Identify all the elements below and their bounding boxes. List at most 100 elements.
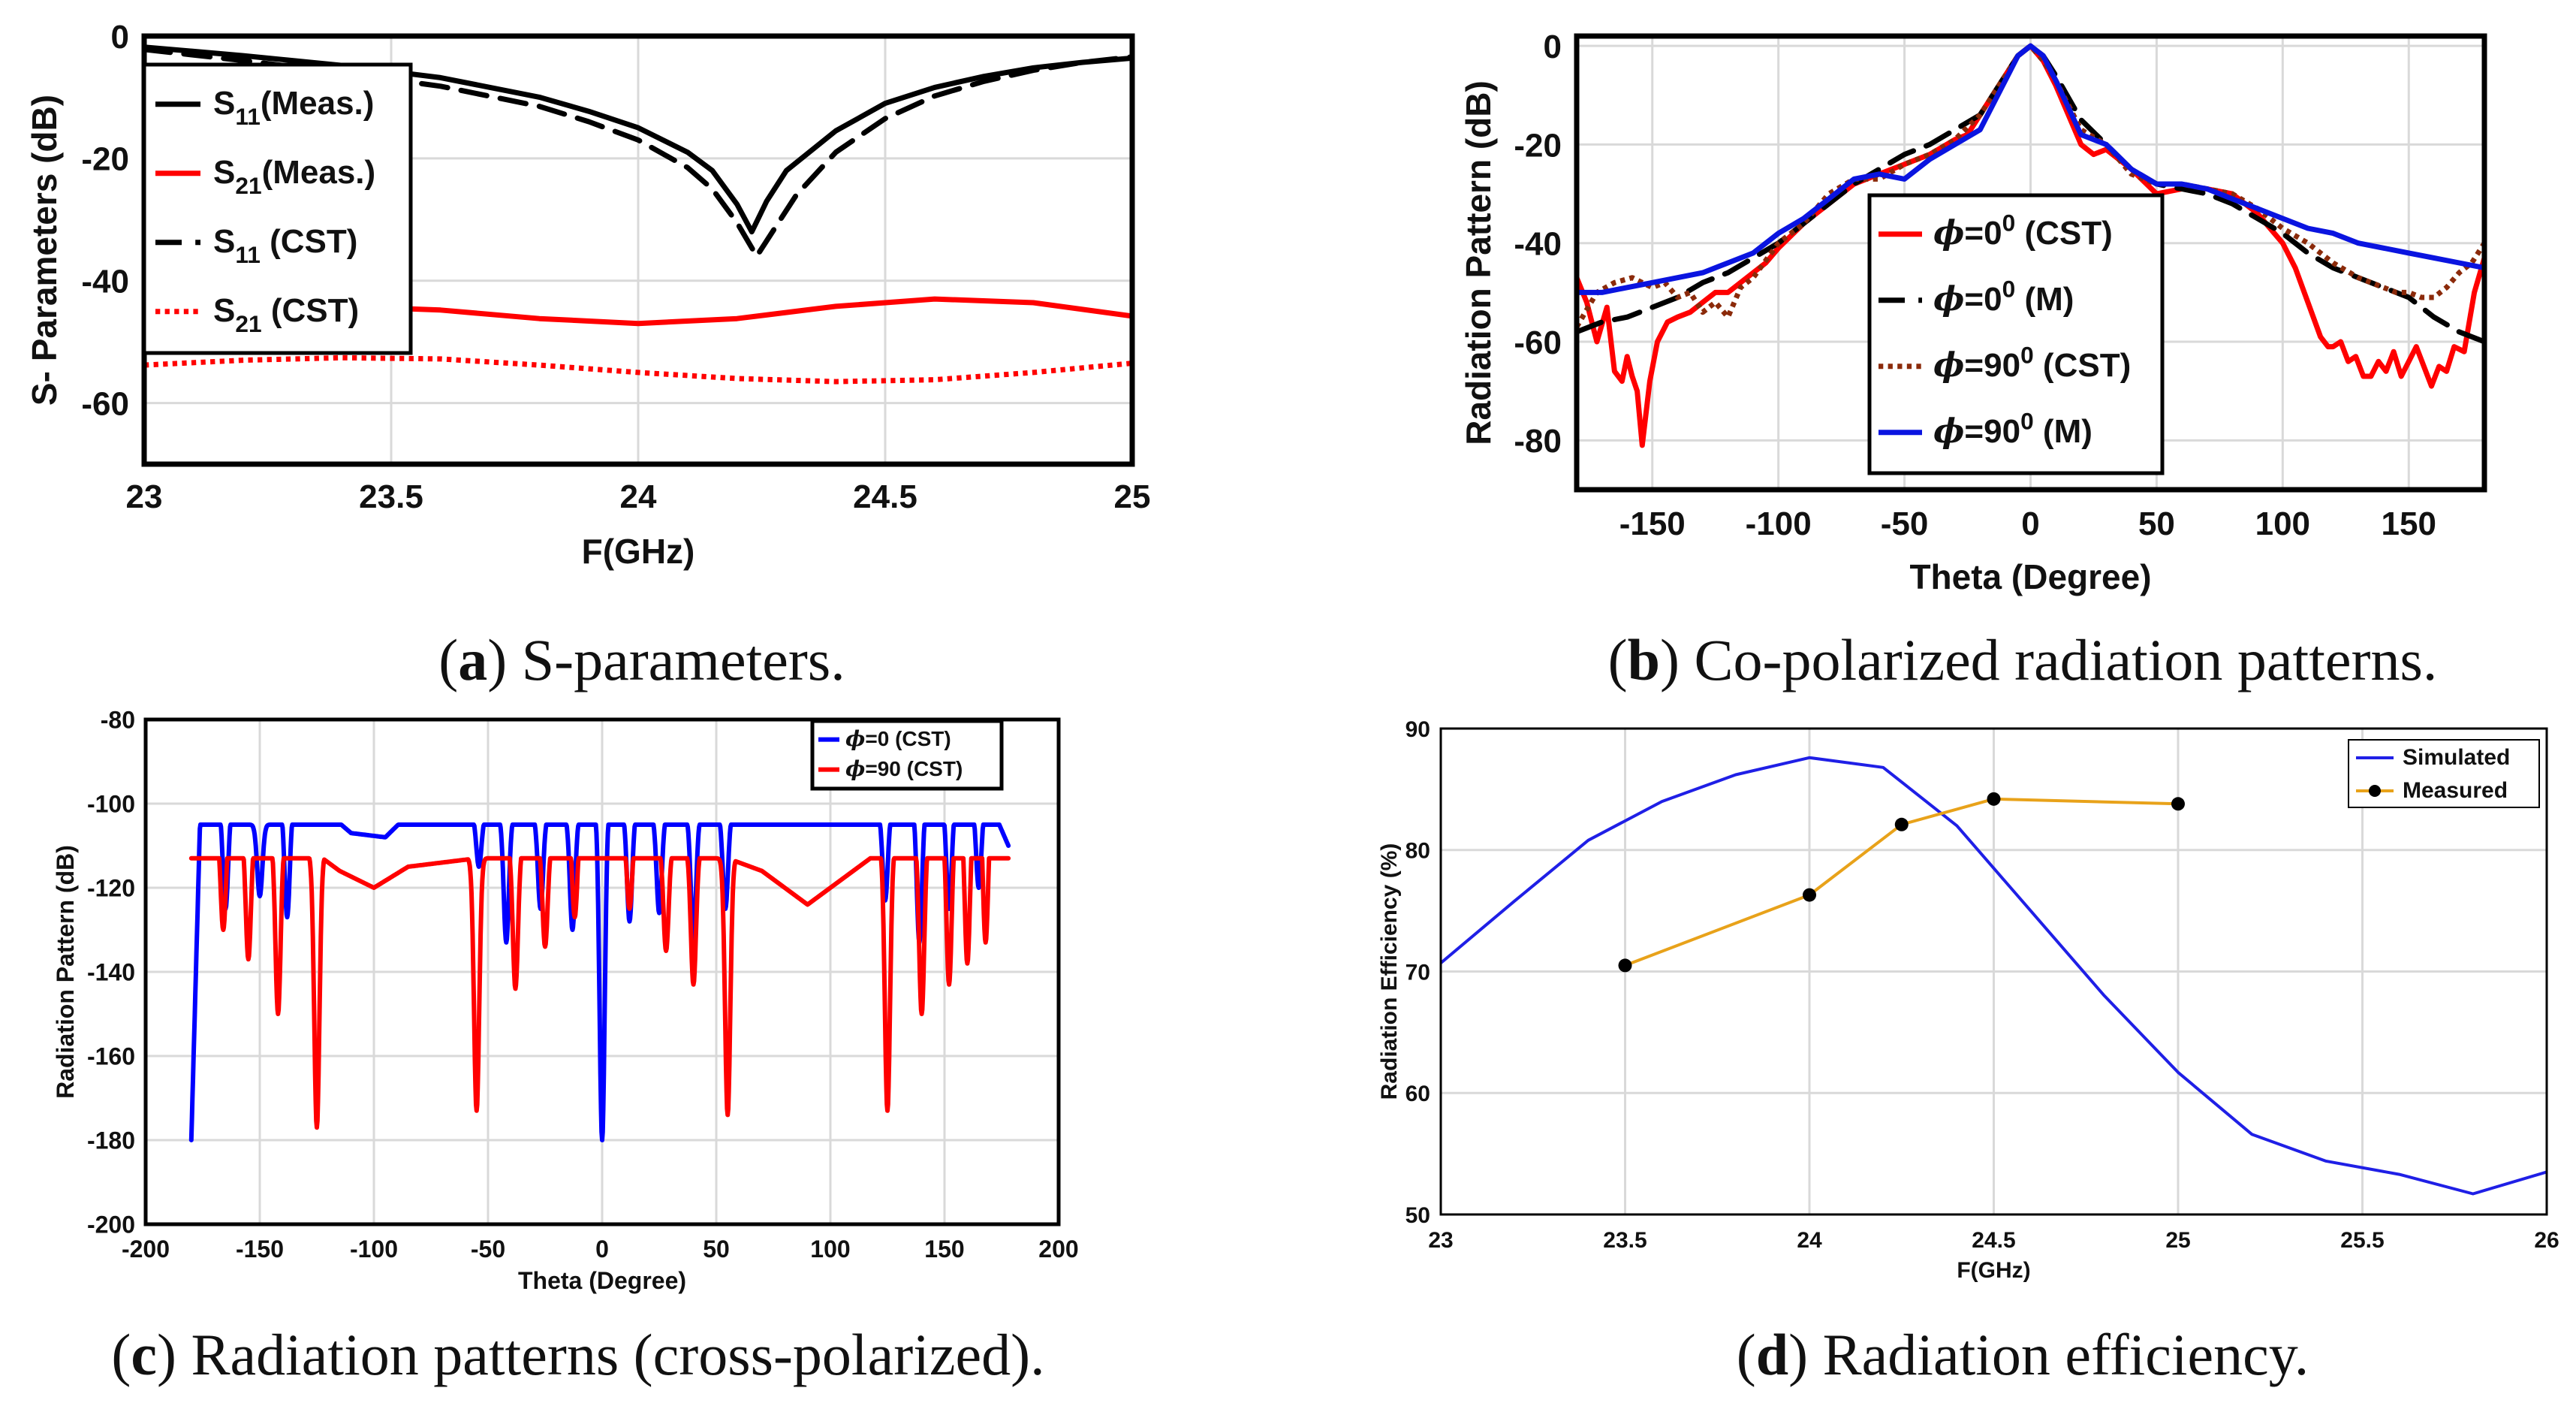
x-tick-label: 23 xyxy=(1428,1228,1453,1253)
data-point-d-2 xyxy=(1894,817,1909,831)
legend-entry-0: S11(Meas.) xyxy=(213,85,374,130)
series-line-c-0 xyxy=(188,822,1011,1142)
series-line-d-0 xyxy=(1441,756,2547,1196)
plot-frame-c xyxy=(143,717,1061,1226)
series-group-b xyxy=(1577,43,2484,448)
x-tick-label: 100 xyxy=(810,1236,850,1263)
series-line-b-2 xyxy=(1577,43,2484,329)
caption-a: (a) S-parameters. xyxy=(438,627,845,692)
series-line-a-2 xyxy=(144,47,1132,259)
y-tick-label: -20 xyxy=(1514,127,1562,164)
y-tick-label: -100 xyxy=(87,791,135,818)
x-tick-label: 25.5 xyxy=(2340,1228,2384,1253)
legend-entry-2: S11 (CST) xyxy=(213,223,357,268)
plot-frame-d xyxy=(1439,727,2548,1216)
y-tick-label: -120 xyxy=(87,875,135,902)
x-tick-label: 150 xyxy=(924,1236,964,1263)
y-tick-label: -20 xyxy=(81,141,129,178)
y-axis-label: Radiation Pattern (dB) xyxy=(52,845,79,1099)
data-point-d-0 xyxy=(1618,958,1632,973)
legend-entry-1: ϕ=90 (CST) xyxy=(845,756,963,781)
y-tick-label: -160 xyxy=(87,1043,135,1070)
x-tick-label: -150 xyxy=(236,1236,284,1263)
x-tick-label: 26 xyxy=(2534,1228,2559,1253)
x-tick-label: 24 xyxy=(1797,1228,1822,1253)
y-tick-label: 90 xyxy=(1406,717,1430,742)
x-tick-label: 200 xyxy=(1038,1236,1078,1263)
y-axis-label: Radiation Efficiency (%) xyxy=(1377,843,1402,1100)
caption-d: (d) Radiation efficiency. xyxy=(1737,1322,2309,1387)
x-tick-label: -50 xyxy=(1881,505,1929,542)
series-line-a-3 xyxy=(144,355,1132,385)
y-axis-label: S- Parameters (dB) xyxy=(25,95,64,406)
x-tick-label: -100 xyxy=(350,1236,398,1263)
y-tick-label: 50 xyxy=(1406,1203,1430,1228)
legend-entry-3: ϕ=900 (M) xyxy=(1933,407,2092,451)
data-point-d-1 xyxy=(1803,888,1816,902)
y-tick-label: 60 xyxy=(1406,1082,1430,1106)
y-tick-label: -60 xyxy=(1514,324,1562,361)
legend-box xyxy=(142,62,413,355)
series-group-c xyxy=(188,822,1011,1142)
x-axis-label: F(GHz) xyxy=(582,532,695,571)
x-tick-label: 23 xyxy=(126,478,163,515)
y-tick-label: 0 xyxy=(1544,29,1562,65)
chart-a: 23 23.5 24 24.5 25 0 -20 -40 -60 F(GHz) S- Paramet… xyxy=(25,19,1150,692)
legend-entry-0: ϕ=0 (CST) xyxy=(845,726,951,751)
caption-b: (b) Co-polarized radiation patterns. xyxy=(1608,627,2438,692)
x-tick-label: 24.5 xyxy=(853,478,917,515)
legend-box xyxy=(1867,193,2165,475)
x-tick-label: 50 xyxy=(2138,505,2175,542)
y-tick-label: -40 xyxy=(81,264,129,300)
caption-c: (c) Radiation patterns (cross-polarized)… xyxy=(111,1322,1044,1387)
y-tick-label: 0 xyxy=(111,19,129,56)
legend-entry-0: Simulated xyxy=(2403,745,2510,770)
y-tick-label: -180 xyxy=(87,1127,135,1154)
x-tick-label: 25 xyxy=(1114,478,1151,515)
x-tick-label: 150 xyxy=(2382,505,2436,542)
series-line-a-0 xyxy=(144,44,1132,235)
legend-box xyxy=(2348,739,2540,808)
x-axis-label: Theta (Degree) xyxy=(1909,557,2151,596)
y-tick-label: 70 xyxy=(1406,960,1430,985)
y-tick-label: 80 xyxy=(1406,839,1430,864)
legend-a: S11(Meas.) S21(Meas.) S11 (CST) S21 (CST) xyxy=(142,62,413,355)
x-tick-label: 24.5 xyxy=(1972,1228,2015,1253)
y-tick-label: -80 xyxy=(101,707,135,734)
x-tick-label: 23.5 xyxy=(1603,1228,1647,1253)
series-line-b-3 xyxy=(1577,43,2484,295)
chart-b: -150 -100 -50 0 50 100 150 0 -20 -40 -60 -80 Theta (… xyxy=(1459,29,2487,692)
legend-marker xyxy=(2369,785,2381,797)
x-axis-label: F(GHz) xyxy=(1957,1258,2030,1283)
y-tick-label: -140 xyxy=(87,959,135,986)
x-tick-label: -50 xyxy=(471,1236,505,1263)
y-tick-label: -80 xyxy=(1514,423,1562,460)
legend-entry-1: S21(Meas.) xyxy=(213,154,375,199)
legend-c: ϕ=0 (CST) ϕ=90 (CST) xyxy=(810,719,1004,791)
y-tick-label: -40 xyxy=(1514,226,1562,263)
x-tick-label: 25 xyxy=(2165,1228,2190,1253)
plot-frame-b xyxy=(1574,33,2487,493)
legend-entry-1: Measured xyxy=(2403,778,2508,803)
y-axis-label: Radiation Pattern (dB) xyxy=(1459,80,1498,445)
x-tick-label: 100 xyxy=(2255,505,2310,542)
legend-b: ϕ=00 (CST) ϕ=00 (M) ϕ=900 (CST) ϕ=900 (M) xyxy=(1867,193,2165,475)
x-tick-label: 23.5 xyxy=(359,478,423,515)
data-point-d-4 xyxy=(2171,797,2185,811)
legend-entry-2: ϕ=900 (CST) xyxy=(1933,341,2131,385)
x-tick-label: 50 xyxy=(703,1236,730,1263)
legend-d: Simulated Measured xyxy=(2348,739,2540,808)
x-tick-label: 0 xyxy=(2021,505,2039,542)
chart-d: 23 23.5 24 24.5 25 25.5 26 90 80 70 60 50 F(GHz) Radi… xyxy=(1377,717,2559,1387)
y-tick-label: -60 xyxy=(81,385,129,422)
x-tick-label: -100 xyxy=(1746,505,1812,542)
series-line-c-1 xyxy=(188,855,1011,1130)
legend-entry-1: ϕ=00 (M) xyxy=(1933,275,2074,318)
x-tick-label: -200 xyxy=(122,1236,170,1263)
legend-entry-3: S21 (CST) xyxy=(213,292,359,337)
legend-entry-0: ϕ=00 (CST) xyxy=(1933,209,2113,252)
x-tick-label: 0 xyxy=(595,1236,609,1263)
x-axis-label: Theta (Degree) xyxy=(518,1267,686,1294)
data-point-d-3 xyxy=(1987,792,2001,806)
